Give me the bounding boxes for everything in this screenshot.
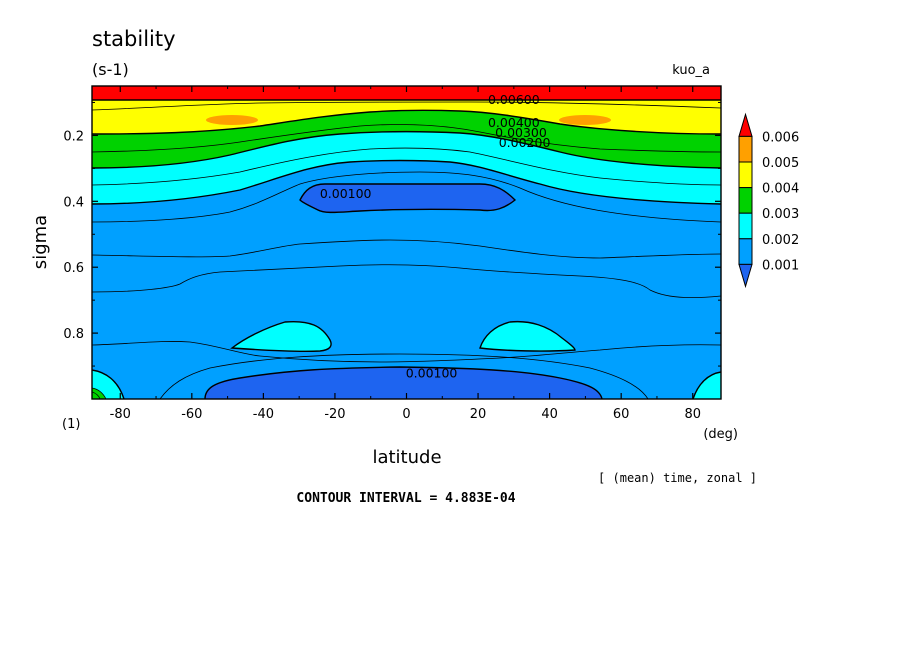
contour-line-0.0015-d bbox=[92, 341, 721, 363]
colorbar-swatch bbox=[738, 135, 753, 163]
contour-line-0.00100-lower bbox=[204, 366, 603, 399]
colorbar-swatch bbox=[738, 161, 753, 189]
y-tick-label: 0.8 bbox=[63, 327, 84, 342]
x-tick-label: 40 bbox=[541, 407, 558, 422]
colorbar-swatch bbox=[738, 212, 753, 240]
contour-label: 0.00400 bbox=[488, 115, 540, 130]
fill-corner-sw-green bbox=[92, 388, 106, 399]
x-tick-label: 20 bbox=[470, 407, 487, 422]
contour-line-near-surface bbox=[159, 353, 649, 399]
y-axis-units: (1) bbox=[62, 417, 80, 432]
contour-line-0.004-0.005 bbox=[92, 109, 721, 135]
x-tick-label: -60 bbox=[181, 407, 202, 422]
contour-label: 0.00600 bbox=[488, 92, 540, 107]
y-tick-label: 0.6 bbox=[63, 261, 84, 276]
contour-line-0.0015-a bbox=[92, 171, 721, 223]
colorbar: 0.006 0.005 0.004 0.003 0.002 0.001 bbox=[738, 112, 799, 289]
colorbar-level-label: 0.003 bbox=[762, 207, 799, 222]
x-axis-units: (deg) bbox=[703, 427, 738, 442]
contour-line-0.00600 bbox=[92, 101, 721, 111]
x-axis-label: latitude bbox=[372, 447, 441, 468]
fill-red-strip bbox=[92, 86, 721, 100]
averaging-note: [ (mean) time, zonal ] bbox=[598, 471, 757, 485]
run-label: kuo_a bbox=[672, 63, 710, 78]
contour-label: 0.00100 bbox=[406, 366, 458, 381]
colorbar-swatch bbox=[738, 238, 753, 265]
y-tick-label: 0.4 bbox=[63, 195, 84, 210]
contour-line-0.00400 bbox=[92, 124, 721, 153]
chart-title: stability bbox=[92, 27, 176, 51]
y-axis: 0.2 0.4 0.6 0.8 bbox=[63, 101, 721, 367]
y-tick-label: 0.2 bbox=[63, 129, 84, 144]
contour-line-cyan-lower-south bbox=[230, 320, 332, 352]
colorbar-extend-max bbox=[738, 112, 753, 137]
colorbar-swatch bbox=[738, 187, 753, 214]
colorbar-level-label: 0.004 bbox=[762, 182, 799, 197]
contour-line-cyan-lower-north bbox=[479, 320, 576, 352]
contour-line-0.00200 bbox=[92, 159, 721, 205]
fill-min-lower bbox=[205, 367, 602, 399]
x-axis: -80 -60 -40 -20 0 20 40 60 80 bbox=[110, 86, 701, 422]
colorbar-extend-min bbox=[738, 263, 753, 289]
contour-line-0.00100-upper bbox=[299, 183, 517, 214]
fill-corner-se bbox=[693, 372, 721, 399]
contour-label: 0.00300 bbox=[495, 125, 547, 140]
colorbar-level-label: 0.006 bbox=[762, 130, 799, 145]
contour-line-0.0015-c bbox=[92, 264, 721, 299]
contour-line-0.003-0.004 bbox=[92, 130, 721, 169]
contour-interval-text: CONTOUR INTERVAL = 4.883E-04 bbox=[296, 491, 515, 506]
x-tick-label: -80 bbox=[110, 407, 131, 422]
contour-label: 0.00200 bbox=[499, 135, 551, 150]
colorbar-level-label: 0.005 bbox=[762, 156, 799, 171]
fill-cyan-lower-north bbox=[480, 321, 575, 352]
contour-line-0.0015-b bbox=[92, 239, 721, 259]
fill-cyan-lower-south bbox=[232, 321, 332, 352]
x-tick-label: -40 bbox=[253, 407, 274, 422]
contour-label: 0.00100 bbox=[320, 186, 372, 201]
fill-min-upper bbox=[300, 184, 515, 213]
contour-line-corner-sw bbox=[92, 369, 125, 399]
colorbar-level-label: 0.001 bbox=[762, 258, 799, 273]
x-tick-label: 60 bbox=[613, 407, 630, 422]
y-axis-label: sigma bbox=[30, 215, 51, 269]
x-tick-label: 80 bbox=[684, 407, 701, 422]
contour-line-corner-sw-2 bbox=[92, 387, 107, 399]
chart-units: (s-1) bbox=[92, 60, 129, 79]
contour-line-0.00300 bbox=[92, 147, 721, 186]
contour-line-corner-se bbox=[692, 371, 721, 399]
fill-orange-blob-south bbox=[206, 115, 258, 125]
colorbar-level-label: 0.002 bbox=[762, 233, 799, 248]
fill-orange-blob-north bbox=[559, 115, 611, 125]
x-tick-label: 0 bbox=[402, 407, 410, 422]
x-tick-label: -20 bbox=[324, 407, 345, 422]
